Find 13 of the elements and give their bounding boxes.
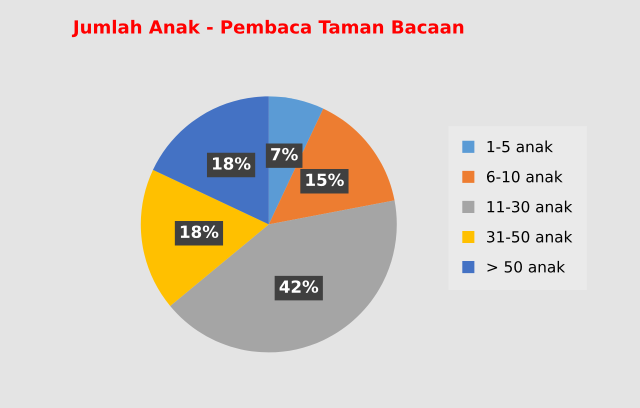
legend-label: 31-50 anak <box>487 230 572 243</box>
pie-slice <box>170 200 397 352</box>
data-label: 18% <box>213 157 250 170</box>
data-label: 18% <box>180 225 218 238</box>
data-label: 15% <box>306 173 344 186</box>
data-label: 7% <box>271 148 298 161</box>
legend-label: 11-30 anak <box>488 200 572 213</box>
data-label: 42% <box>280 280 318 293</box>
chart-title: Jumlah Anak - Pembaca Taman Bacaan <box>72 20 464 38</box>
legend-label: > 50 anak <box>488 260 566 273</box>
pie-slice <box>152 96 269 224</box>
legend-label: 6-10 anak <box>486 170 563 182</box>
legend-label: 1-5 anak <box>488 140 553 152</box>
